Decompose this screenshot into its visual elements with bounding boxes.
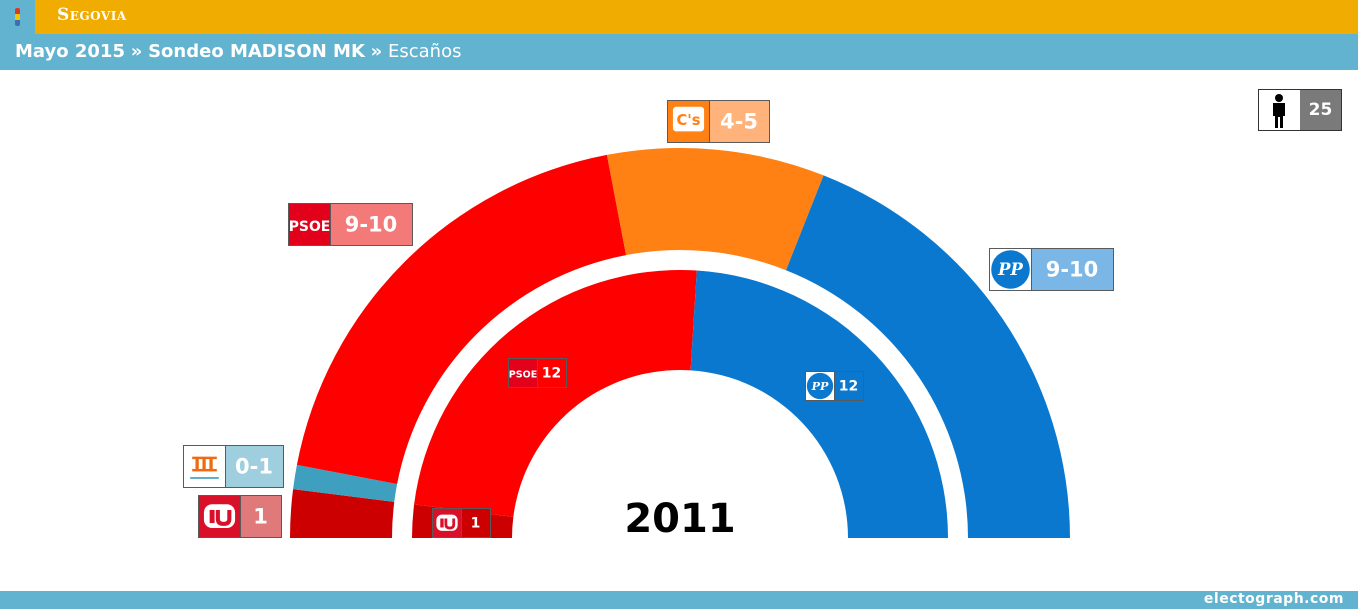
pp-logo-icon: PP: [806, 372, 834, 400]
breadcrumb: Mayo 2015 » Sondeo MADISON MK » Escaños: [0, 34, 1358, 70]
outer-badge-pp: PP 9-10: [989, 248, 1114, 291]
svg-text:PP: PP: [997, 260, 1023, 279]
region-flag-icon: [0, 0, 35, 34]
outer-badge-value-cs: 4-5: [720, 110, 758, 134]
breadcrumb-current: Escaños: [388, 41, 462, 62]
breadcrumb-separator: »: [130, 41, 143, 62]
inner-badge-pp: PP 12: [805, 371, 864, 401]
breadcrumb-poll[interactable]: Sondeo MADISON MK: [148, 41, 365, 62]
outer-badge-cs: C's 4-5: [667, 100, 770, 143]
footer-brand: electograph.com: [1203, 591, 1344, 607]
outer-slice-segovianos: [293, 464, 398, 502]
svg-text:C's: C's: [676, 112, 700, 129]
total-seats-box: 25: [1258, 89, 1342, 131]
inner-badge-value-iu: 1: [471, 516, 481, 532]
outer-badge-value-segovianos: 0-1: [235, 455, 273, 479]
outer-badge-segovianos: 0-1: [183, 445, 284, 488]
cs-logo-icon: C's: [668, 101, 709, 142]
breadcrumb-separator: »: [370, 41, 383, 62]
psoe-logo-icon: PSOE: [289, 204, 331, 245]
party-badges: 1 0-1 PSOE 9-10 C's 4-5 PP 9-10 1 PSOE 12 PP 12: [183, 100, 1114, 538]
inner-slice-psoe: [414, 270, 697, 517]
outer-badge-iu: 1: [198, 495, 282, 538]
inner-badge-iu: 1: [432, 508, 491, 538]
total-seats-value: 25: [1300, 90, 1341, 130]
outer-badge-value-iu: 1: [253, 505, 268, 529]
inner-badge-value-pp: 12: [839, 379, 858, 395]
person-icon: [1273, 94, 1285, 128]
region-title: Segovia: [57, 5, 127, 25]
outer-slice-pp: [786, 175, 1070, 538]
outer-badge-value-pp: 9-10: [1046, 258, 1099, 282]
outer-slice-psoe: [296, 154, 627, 485]
inner-ring-label: 2011: [624, 496, 735, 542]
inner-slice-pp: [690, 270, 948, 538]
footer: electograph.com: [0, 591, 1358, 609]
outer-slice-cs: [606, 148, 824, 271]
svg-text:PP: PP: [811, 379, 829, 393]
segovianos-logo-icon: [184, 446, 225, 487]
iu-logo-icon: [199, 496, 240, 537]
psoe-logo-icon: PSOE: [509, 359, 537, 387]
outer-badge-value-psoe: 9-10: [345, 213, 398, 237]
svg-text:PSOE: PSOE: [289, 219, 331, 235]
outer-slice-iu: [290, 489, 395, 538]
top-bar: Segovia: [0, 0, 1358, 34]
svg-text:PSOE: PSOE: [509, 369, 537, 380]
pp-logo-icon: PP: [990, 249, 1031, 290]
outer-ring: [290, 148, 1070, 538]
inner-badge-value-psoe: 12: [542, 366, 561, 382]
iu-logo-icon: [433, 509, 461, 537]
breadcrumb-date[interactable]: Mayo 2015: [15, 41, 125, 62]
inner-badge-psoe: PSOE 12: [508, 358, 567, 388]
outer-badge-psoe: PSOE 9-10: [288, 203, 413, 246]
